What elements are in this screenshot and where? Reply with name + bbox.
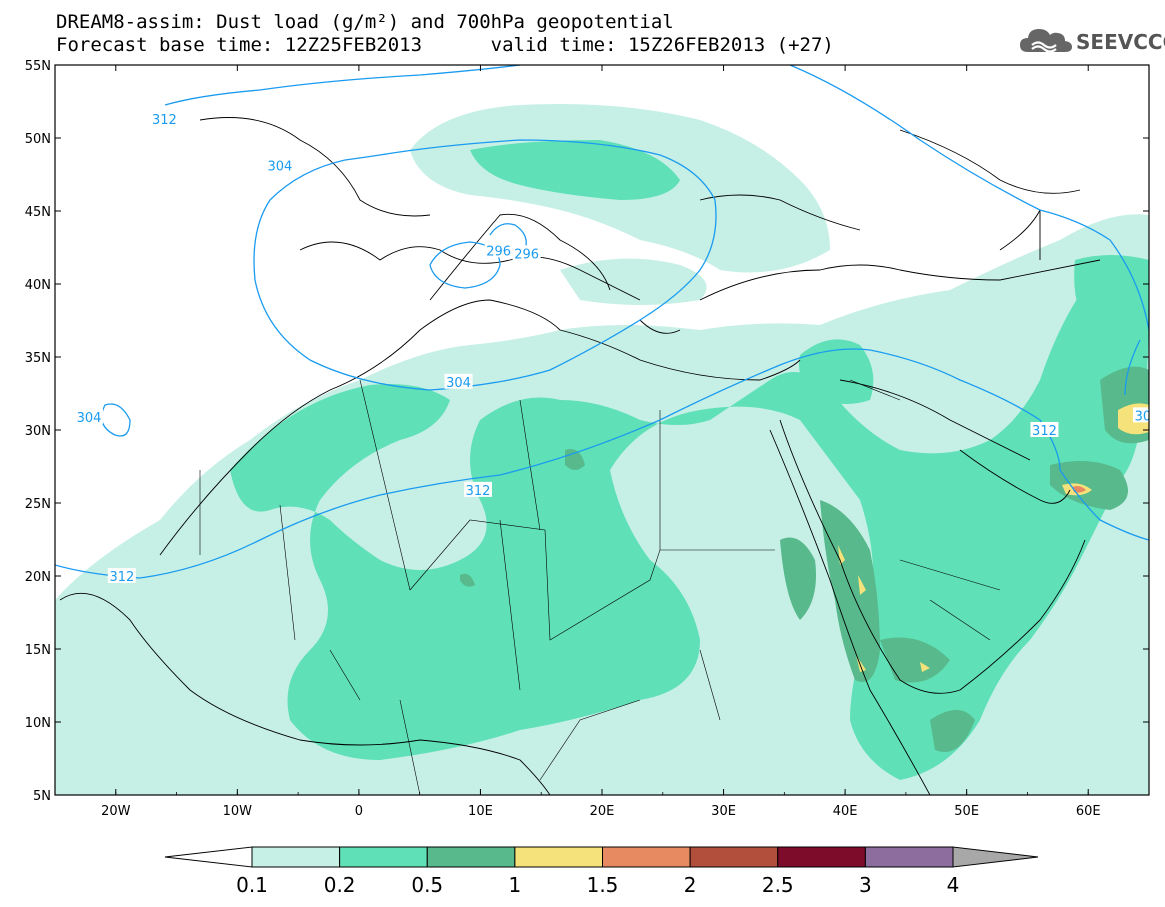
lat-label: 45N [25,205,51,220]
colorbar-swatch [689,846,779,868]
contour-labels: 312 304 296 296 304 304 312 312 312 30 [75,111,1152,585]
contour-label: 312 [109,570,134,585]
colorbar: 0.1 0.2 0.5 1 1.5 2 2.5 3 4 [164,846,1039,897]
lat-label: 30N [25,424,51,439]
contour-label: 296 [486,244,511,259]
lon-label: 20E [590,804,615,819]
coastlines [59,117,1101,795]
colorbar-label: 3 [859,873,872,897]
lat-label: 25N [25,497,51,512]
colorbar-label: 1.5 [587,873,619,897]
contour-label-bg [484,242,513,258]
contour-label: 296 [514,247,539,262]
contour-label-bg [512,245,541,261]
lon-label: 10W [223,804,253,819]
colorbar-underflow [164,846,253,868]
contour-label-bg [464,481,493,497]
lon-label: 60E [1076,804,1101,819]
longitude-axis: 20W 10W 0 10E 20E 30E 40E 50E 60E [54,65,1150,819]
colorbar-label: 4 [947,873,960,897]
lon-label: 40E [833,804,858,819]
lat-label: 20N [25,570,51,585]
colorbar-swatch [514,846,603,868]
contour-label: 304 [77,411,102,426]
colorbar-label: 2 [684,873,697,897]
colorbar-label: 2.5 [762,873,794,897]
colorbar-label: 0.2 [324,873,356,897]
lat-label: 5N [33,789,51,804]
colorbar-swatch [602,846,691,868]
contour-label-bg [150,111,179,127]
colorbar-swatch [426,846,516,868]
title-line-1: DREAM8-assim: Dust load (g/m²) and 700hP… [56,11,674,33]
contour-label: 304 [446,376,471,391]
contour-label-bg [1030,422,1059,437]
colorbar-swatch [251,846,341,868]
contour-label-bg [265,157,294,173]
lat-label: 40N [25,278,51,293]
contour-label: 312 [1032,424,1057,439]
lat-label: 10N [25,716,51,731]
title-line-2: Forecast base time: 12Z25FEB2013 valid t… [56,34,834,56]
lon-label: 50E [954,804,979,819]
borders [199,379,1001,795]
latitude-axis: 55N 50N 45N 40N 35N 30N 25N 20N 15N 10N 5N [25,59,1149,804]
lon-label: 20W [101,804,131,819]
seevccc-logo: SEEVCCC [1018,24,1165,58]
lat-label: 55N [25,59,51,74]
colorbar-swatch [339,846,428,868]
colorbar-swatch [777,846,866,868]
contour-label: 312 [152,113,177,128]
logo-text: SEEVCCC [1076,30,1165,54]
lat-label: 50N [25,132,51,147]
colorbar-label: 0.5 [411,873,443,897]
contour-label: 30 [1135,409,1152,424]
lon-label: 30E [711,804,736,819]
contour-label-bg [75,408,104,424]
colorbar-overflow [952,846,1039,868]
contour-label: 312 [466,484,491,499]
lat-label: 15N [25,643,51,658]
lon-label: 10E [468,804,493,819]
lon-label: 0 [355,804,363,819]
contour-label-bg [107,568,136,583]
contour-label-bg [1132,407,1149,423]
contour-label: 304 [267,160,292,175]
colorbar-swatch [864,846,954,868]
cloud-icon [1020,29,1072,53]
colorbar-label: 0.1 [236,873,268,897]
colorbar-label: 1 [509,873,522,897]
dust-level-0.5 [460,366,1149,752]
lat-label: 35N [25,351,51,366]
contour-label-bg [444,373,473,389]
